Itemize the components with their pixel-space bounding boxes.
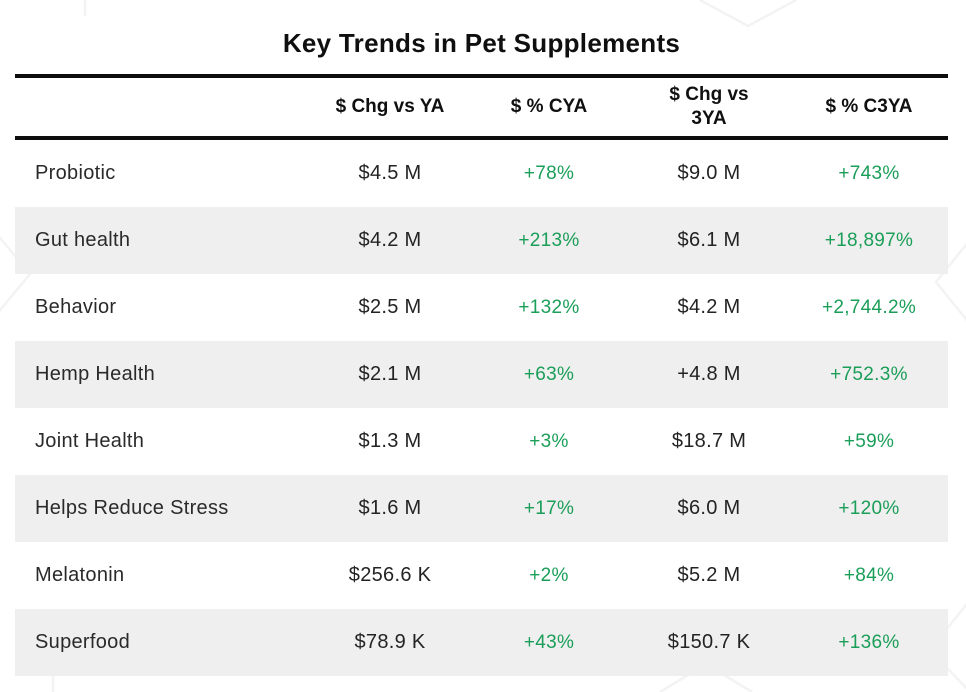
row-label: Behavior (35, 296, 117, 318)
cell-pct-c3ya: +84% (843, 564, 895, 586)
table-row-helps-reduce-stress: Helps Reduce Stress $1.6 M +17% $6.0 M +… (15, 475, 948, 542)
cell-chg-3ya: $5.2 M (677, 564, 741, 586)
table-row-probiotic: Probiotic $4.5 M +78% $9.0 M +743% (15, 140, 948, 207)
header-pct-c3ya: $ % C3YA (825, 96, 913, 118)
cell-pct-cya: +2% (529, 564, 569, 586)
header-chg-vs-3ya: $ Chg vs 3YA (628, 83, 790, 131)
table-row-melatonin: Melatonin $256.6 K +2% $5.2 M +84% (15, 542, 948, 609)
cell-chg-3ya: $9.0 M (677, 162, 741, 184)
cell-pct-cya: +213% (518, 229, 580, 251)
cell-pct-cya: +63% (523, 363, 575, 385)
cell-pct-c3ya: +120% (838, 497, 900, 519)
cell-pct-cya: +132% (518, 296, 580, 318)
table-row-gut-health: Gut health $4.2 M +213% $6.1 M +18,897% (15, 207, 948, 274)
cell-chg-ya: $4.2 M (358, 229, 422, 251)
cell-chg-ya: $2.5 M (358, 296, 422, 318)
page-title: Key Trends in Pet Supplements (282, 28, 681, 58)
cell-pct-cya: +17% (523, 497, 575, 519)
row-label: Melatonin (35, 564, 125, 586)
table-row-hemp-health: Hemp Health $2.1 M +63% +4.8 M +752.3% (15, 341, 948, 408)
cell-pct-c3ya: +743% (838, 162, 900, 184)
row-label: Superfood (35, 631, 130, 653)
table-row-joint-health: Joint Health $1.3 M +3% $18.7 M +59% (15, 408, 948, 475)
row-label: Helps Reduce Stress (35, 497, 229, 519)
cell-chg-3ya: $18.7 M (671, 430, 747, 452)
cell-pct-cya: +3% (529, 430, 569, 452)
cell-chg-3ya: $6.0 M (677, 497, 741, 519)
cell-chg-ya: $256.6 K (348, 564, 432, 586)
cell-chg-3ya: $6.1 M (677, 229, 741, 251)
cell-chg-3ya: $4.2 M (677, 296, 741, 318)
cell-pct-c3ya: +59% (843, 430, 895, 452)
key-trends-table: $ Chg vs YA $ % CYA $ Chg vs 3YA $ % C3Y… (15, 74, 948, 676)
table-header-row: $ Chg vs YA $ % CYA $ Chg vs 3YA $ % C3Y… (15, 74, 948, 140)
row-label: Probiotic (35, 162, 116, 184)
row-label: Gut health (35, 229, 131, 251)
cell-chg-3ya: +4.8 M (677, 363, 741, 385)
row-label: Joint Health (35, 430, 145, 452)
table-row-behavior: Behavior $2.5 M +132% $4.2 M +2,744.2% (15, 274, 948, 341)
header-pct-cya: $ % CYA (510, 96, 588, 118)
row-label: Hemp Health (35, 363, 156, 385)
header-chg-vs-ya: $ Chg vs YA (335, 96, 445, 118)
header-chg-vs-3ya-label: $ Chg vs 3YA (669, 84, 749, 129)
cell-chg-ya: $78.9 K (354, 631, 426, 653)
cell-pct-c3ya: +18,897% (824, 229, 914, 251)
cell-chg-ya: $1.3 M (358, 430, 422, 452)
cell-pct-c3ya: +752.3% (830, 363, 908, 385)
cell-chg-ya: $2.1 M (358, 363, 422, 385)
cell-pct-cya: +43% (523, 631, 575, 653)
cell-chg-3ya: $150.7 K (667, 631, 751, 653)
cell-pct-c3ya: +2,744.2% (821, 296, 917, 318)
table-row-superfood: Superfood $78.9 K +43% $150.7 K +136% (15, 609, 948, 676)
cell-pct-cya: +78% (523, 162, 575, 184)
cell-pct-c3ya: +136% (838, 631, 900, 653)
cell-chg-ya: $1.6 M (358, 497, 422, 519)
cell-chg-ya: $4.5 M (358, 162, 422, 184)
